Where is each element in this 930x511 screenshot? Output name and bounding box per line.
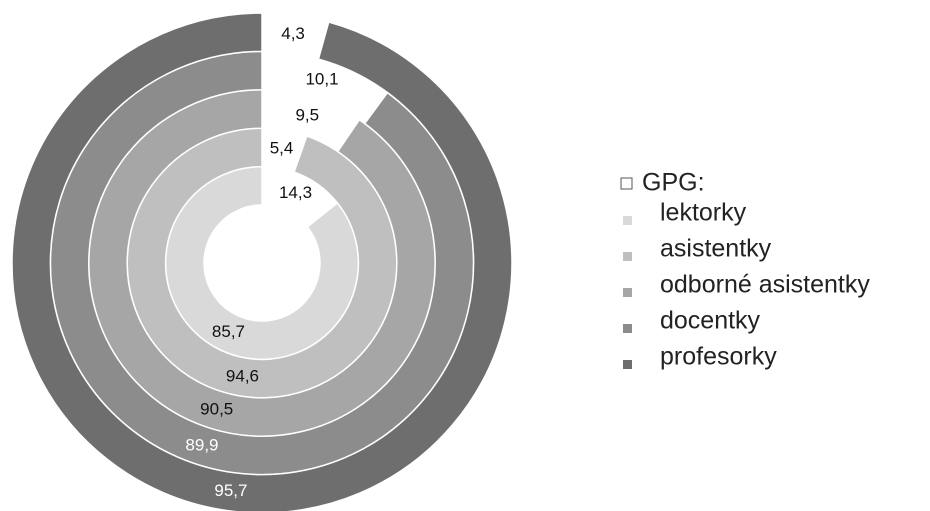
value-label: 94,6 [226,366,259,385]
legend-label: asistentky [660,235,772,263]
legend-swatch [620,177,633,190]
legend-label: docentky [660,307,761,335]
legend-swatch [623,324,632,333]
value-label: 5,4 [270,139,294,158]
value-label: 10,1 [305,70,338,89]
legend-label: odborné asistentky [660,271,870,299]
legend-swatch [623,216,632,225]
value-label: 89,9 [185,435,218,454]
legend-label: lektorky [660,199,747,227]
value-label: 85,7 [212,322,245,341]
value-label: 9,5 [295,105,319,124]
value-label: 90,5 [200,400,233,419]
legend-swatch [623,360,632,369]
value-label: 14,3 [279,183,312,202]
ring-segment [11,12,513,511]
legend-swatch [623,288,632,297]
value-label: 4,3 [281,24,305,43]
legend-swatch [623,252,632,261]
legend-label: GPG: [642,169,705,197]
legend-label: profesorky [660,343,777,371]
value-label: 95,7 [214,481,247,500]
